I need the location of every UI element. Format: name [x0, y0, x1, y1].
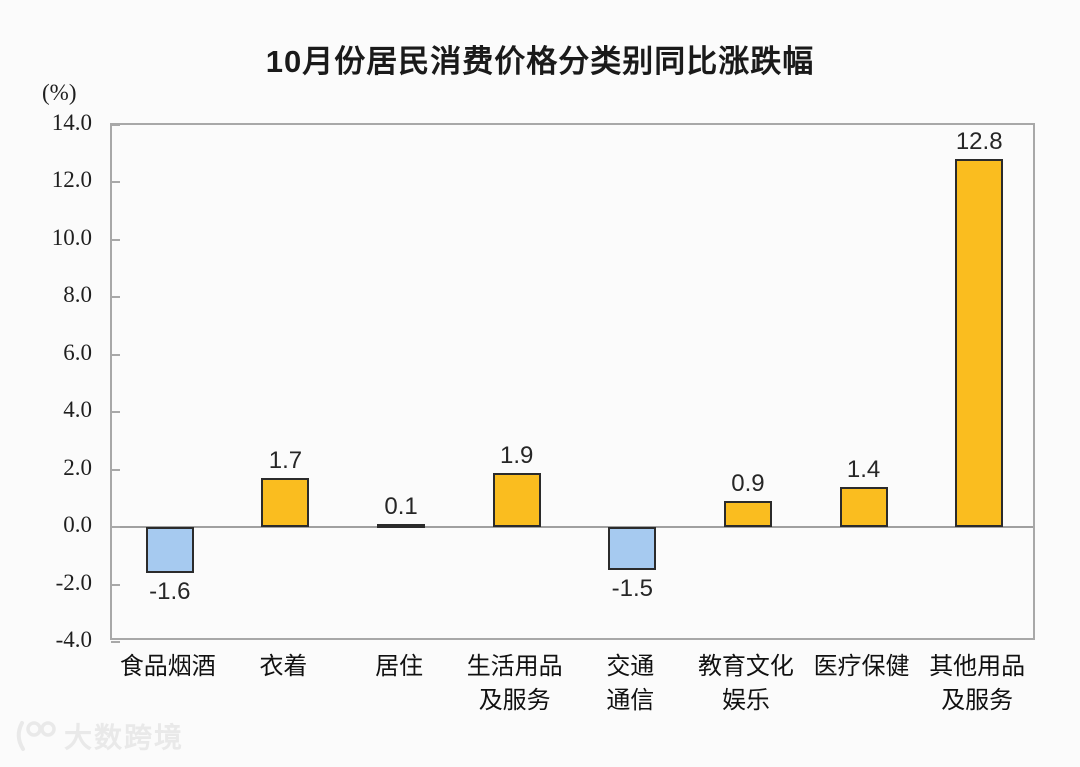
chart-bar — [839, 486, 888, 528]
plot-area: -1.6 1.7 0.1 1.9 -1.5 0.9 1.4 12.8 — [110, 123, 1035, 643]
bar-value-label: -1.6 — [149, 578, 191, 606]
y-axis-tick-label: 8.0 — [63, 282, 92, 308]
y-axis-tick-mark — [111, 583, 120, 586]
chart-bar — [723, 501, 772, 528]
x-axis-label: 食品烟酒 — [119, 653, 216, 680]
y-axis-tick-label: 10.0 — [51, 224, 92, 250]
x-axis-label: 衣着 — [259, 653, 308, 680]
chart-bar — [145, 527, 194, 574]
y-axis-tick-label: 14.0 — [51, 110, 92, 135]
chart-bar — [377, 524, 426, 529]
x-axis-label: 医疗保健 — [813, 653, 910, 680]
watermark-logo — [16, 721, 56, 751]
bar-value-label: 0.9 — [731, 470, 765, 498]
x-axis-label: 生活用品 及服务 — [466, 653, 563, 714]
y-axis-tick-mark — [111, 296, 120, 299]
y-axis: 14.0 12.0 10.0 8.0 6.0 4.0 2.0 0.0 -2.0 -4.0 — [0, 0, 104, 767]
y-axis-tick-label: -2.0 — [55, 569, 92, 595]
y-axis-tick-label: -4.0 — [55, 627, 92, 652]
chart-title: 10月份居民消费价格分类别同比涨跌幅 — [265, 44, 815, 79]
y-axis-tick-mark — [111, 353, 120, 356]
y-axis-unit-label: (%) — [42, 80, 77, 105]
x-axis-label: 其他用品 及服务 — [929, 653, 1026, 714]
chart-bar — [608, 527, 657, 571]
chart-bar — [492, 472, 541, 528]
y-axis-tick-mark — [111, 124, 120, 126]
bar-value-label: 1.9 — [500, 441, 534, 469]
y-axis-tick-label: 12.0 — [51, 167, 92, 193]
bar-value-label: 1.7 — [268, 447, 303, 475]
x-axis-label: 交通 通信 — [606, 653, 655, 714]
watermark-text: 大数跨境 — [64, 722, 185, 753]
y-axis-tick-label: 0.0 — [63, 512, 92, 538]
chart-bar — [955, 159, 1004, 528]
y-axis-tick-mark — [111, 181, 120, 184]
watermark: 大数跨境 — [12, 716, 184, 756]
y-axis-tick-mark — [111, 411, 120, 414]
y-axis-tick-label: 2.0 — [63, 454, 92, 480]
bar-value-label: 0.1 — [384, 493, 418, 521]
zero-axis-line — [112, 526, 1033, 529]
y-axis-tick-mark — [111, 468, 120, 471]
y-axis-tick-mark — [111, 238, 120, 241]
chart-bar — [261, 478, 310, 528]
bar-value-label: 1.4 — [846, 455, 881, 483]
x-axis-label: 居住 — [375, 653, 424, 680]
bar-value-label: 12.8 — [955, 128, 1003, 156]
bar-value-label: -1.5 — [611, 575, 653, 603]
y-axis-tick-label: 6.0 — [63, 339, 92, 365]
y-axis-tick-mark — [111, 641, 120, 643]
y-axis-tick-mark — [111, 526, 120, 529]
x-axis-label: 教育文化 娱乐 — [697, 653, 794, 714]
y-axis-tick-label: 4.0 — [63, 397, 92, 423]
